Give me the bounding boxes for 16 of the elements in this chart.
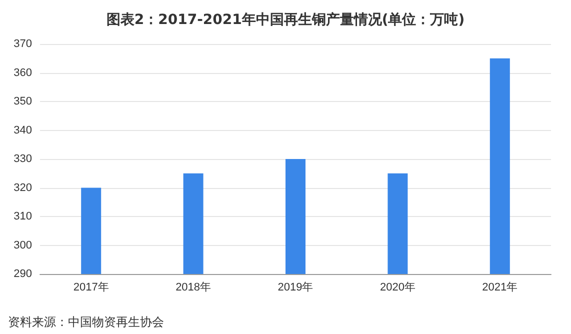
chart-title: 图表2：2017-2021年中国再生铜产量情况(单位：万吨) xyxy=(106,11,465,28)
x-tick-label: 2020年 xyxy=(380,282,416,294)
text: 资料来源：中国物资再生协会 xyxy=(8,315,164,329)
x-tick-label: 2017年 xyxy=(73,282,109,294)
y-tick-label: 290 xyxy=(14,268,32,280)
y-tick-label: 300 xyxy=(14,239,32,252)
y-tick-label: 370 xyxy=(14,38,32,50)
y-tick-label: 340 xyxy=(14,124,32,136)
x-tick-label: 2021年 xyxy=(482,282,518,294)
x-tick-label: 2018年 xyxy=(176,282,212,294)
y-tick-label: 330 xyxy=(14,153,32,165)
x-tick-label: 2019年 xyxy=(278,282,314,294)
y-tick-label: 350 xyxy=(14,96,32,108)
y-tick-label: 320 xyxy=(14,182,32,194)
y-tick-label: 360 xyxy=(14,66,32,79)
y-tick-label: 310 xyxy=(14,210,32,222)
